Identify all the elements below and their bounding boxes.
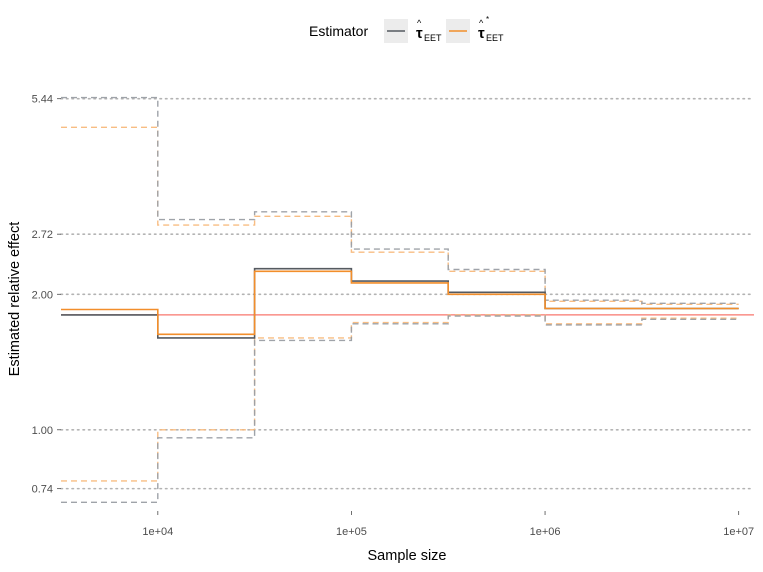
series-1-lower-bound bbox=[61, 315, 739, 503]
x-tick-label: 1e+05 bbox=[336, 526, 367, 538]
x-tick-label: 1e+07 bbox=[723, 526, 754, 538]
legend-label-subscript: EET bbox=[486, 33, 504, 43]
series-1-estimate-line bbox=[61, 267, 739, 339]
y-tick-label: 0.74 bbox=[32, 484, 53, 496]
confidence-band-layer bbox=[61, 96, 739, 503]
legend-label-hat: ^ bbox=[479, 18, 484, 28]
series-1-upper-bound bbox=[61, 96, 739, 304]
series-2-lower-bound bbox=[61, 314, 739, 482]
series-2-upper-bound bbox=[61, 126, 739, 305]
legend-title: Estimator bbox=[309, 23, 368, 39]
y-axis: 0.74 1.00 2.00 2.72 5.44 bbox=[32, 94, 61, 496]
x-axis: 1e+04 1e+05 1e+06 1e+07 bbox=[142, 511, 754, 538]
legend-label-hat: ^ bbox=[417, 18, 422, 28]
legend-label-symbol: τ bbox=[416, 25, 423, 42]
x-tick-label: 1e+06 bbox=[530, 526, 561, 538]
legend-label-star: * bbox=[486, 15, 489, 24]
y-tick-label: 1.00 bbox=[32, 425, 53, 437]
estimate-line-layer bbox=[61, 267, 739, 339]
x-tick-label: 1e+04 bbox=[142, 526, 173, 538]
y-tick-label: 5.44 bbox=[32, 94, 53, 106]
series-2-estimate-line bbox=[61, 270, 739, 336]
y-tick-label: 2.72 bbox=[32, 229, 53, 241]
y-axis-title: Estimated relative effect bbox=[7, 222, 23, 376]
x-axis-title: Sample size bbox=[368, 548, 447, 564]
y-tick-label: 2.00 bbox=[32, 289, 53, 301]
legend-label-subscript: EET bbox=[424, 33, 442, 43]
grid-lines bbox=[60, 97, 755, 490]
legend-label-symbol: τ bbox=[478, 25, 485, 42]
legend: Estimator ^τ EET^ *τ EET bbox=[309, 15, 504, 43]
